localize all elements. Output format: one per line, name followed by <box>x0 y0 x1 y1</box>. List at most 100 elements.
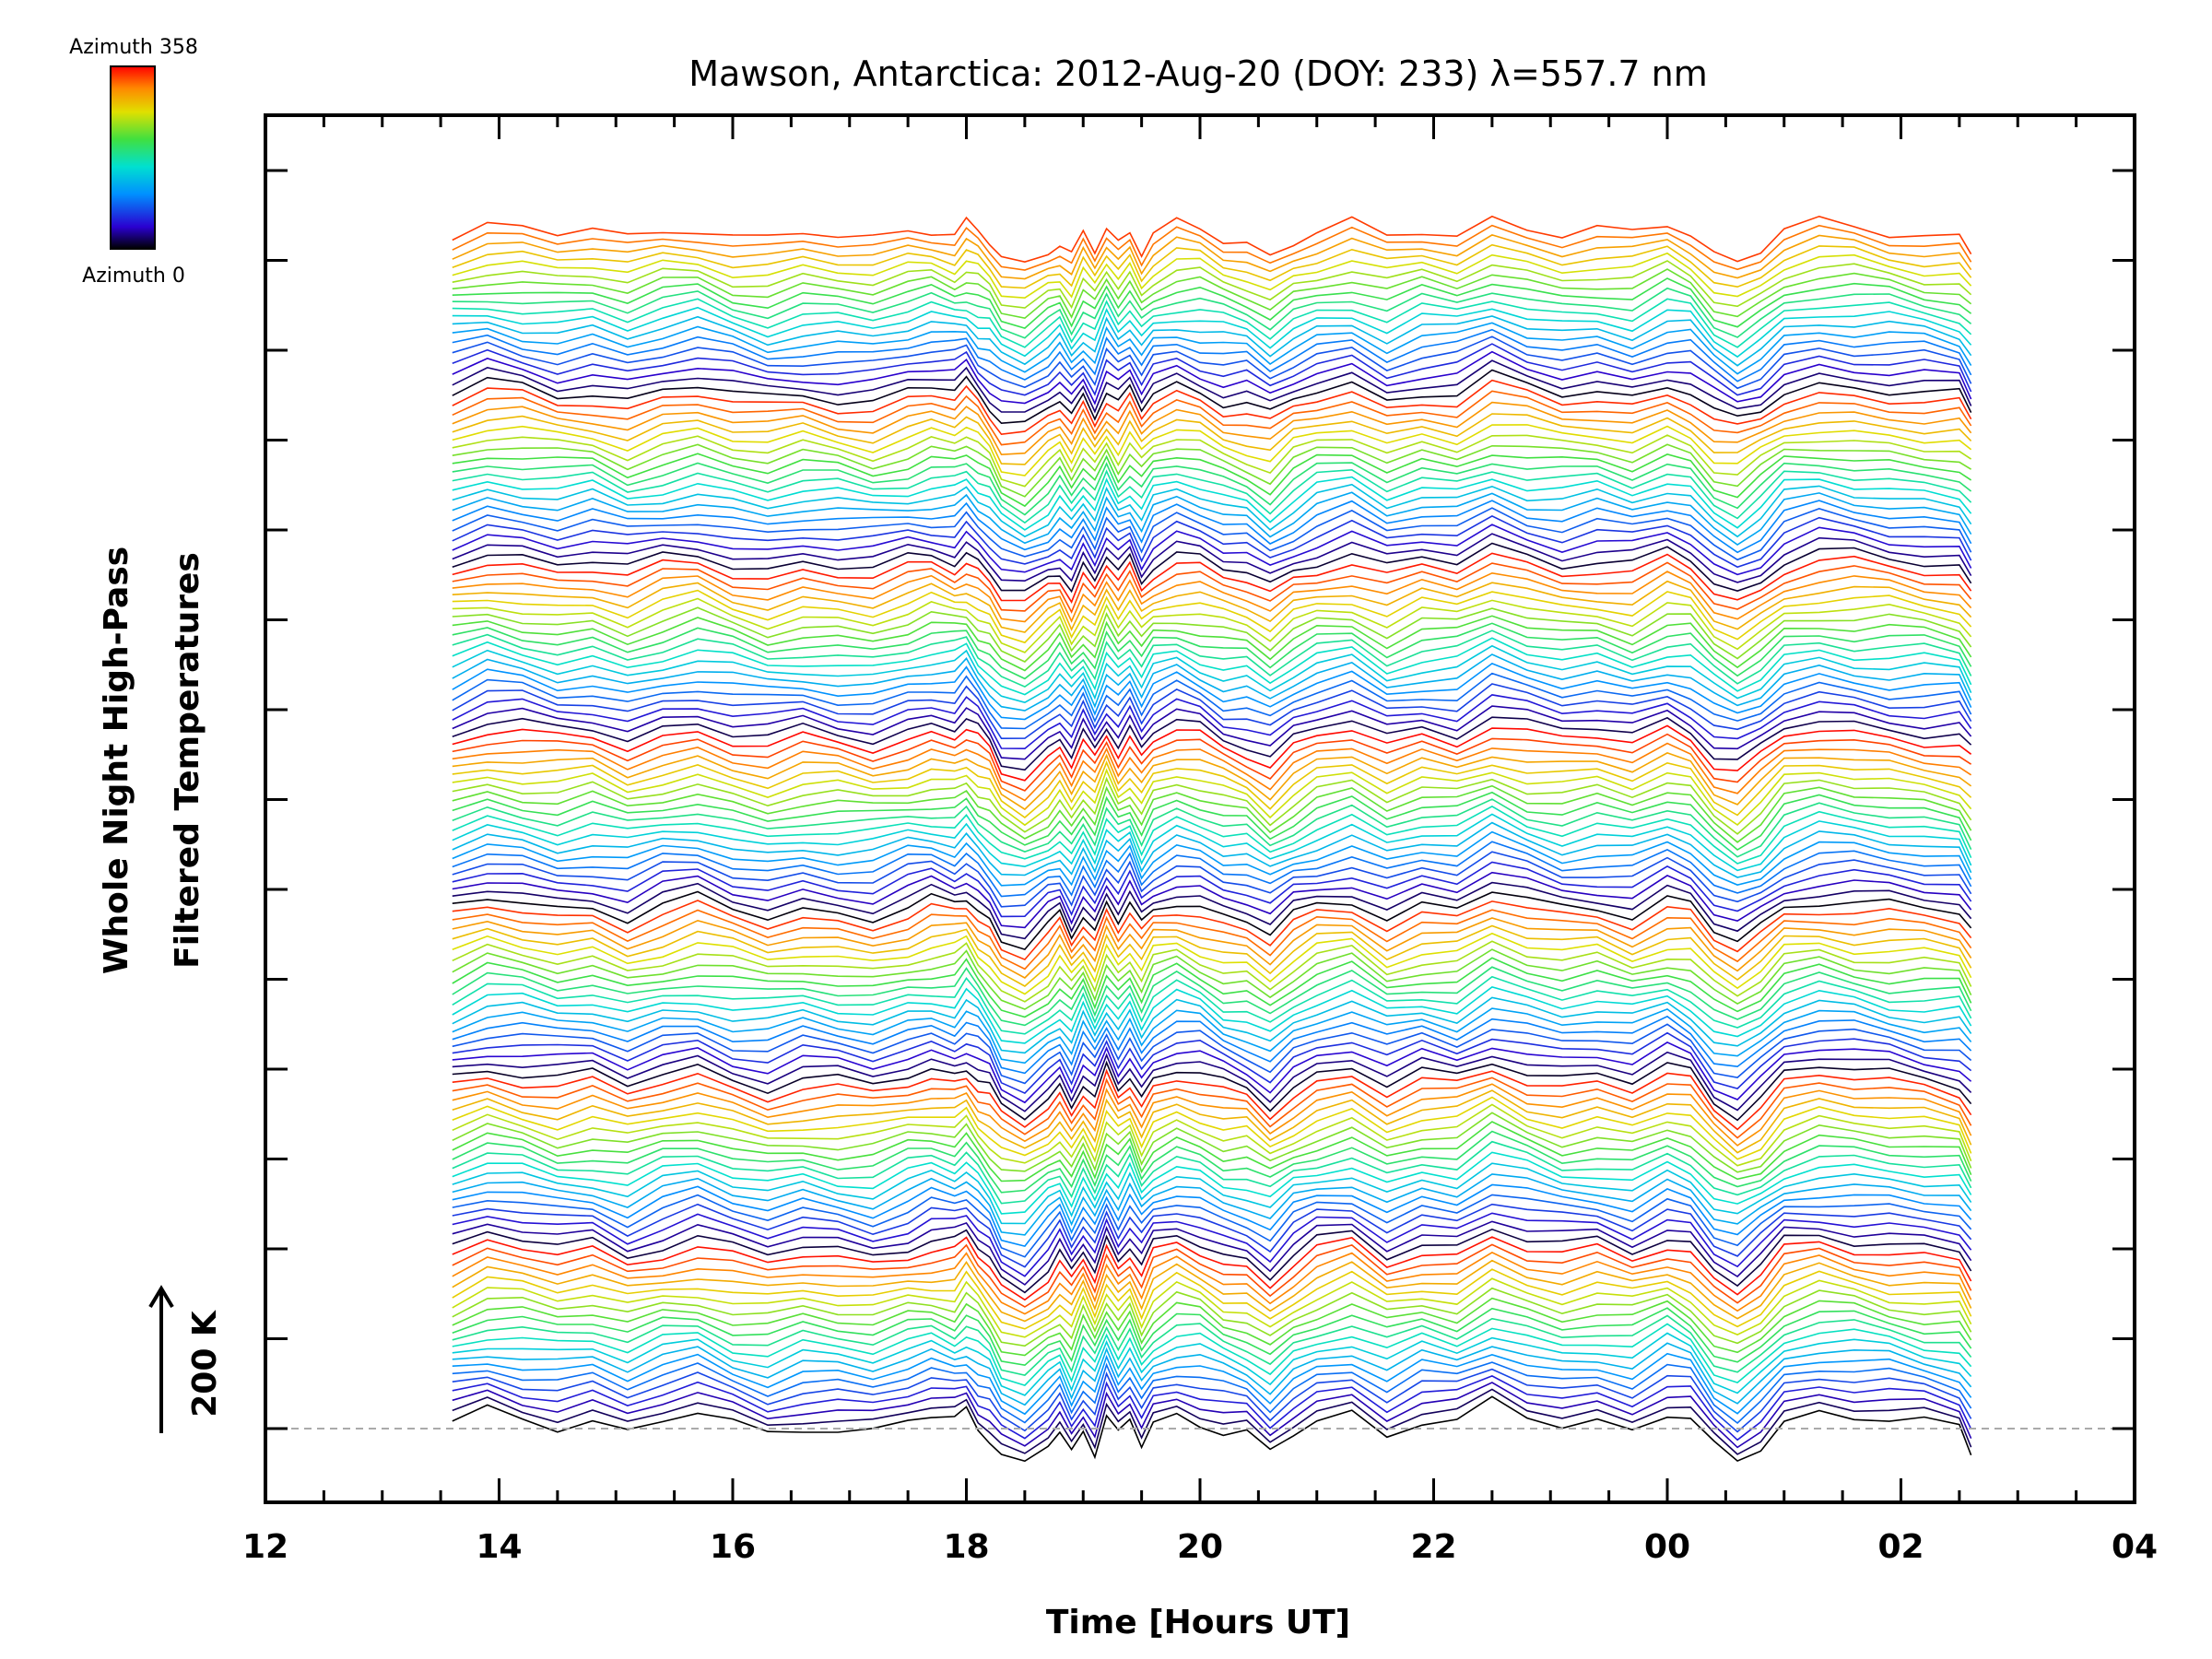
series-line <box>452 1297 1972 1357</box>
series-line <box>452 306 1972 359</box>
series-line <box>452 1307 1972 1367</box>
colorbar-top-label: Azimuth 358 <box>69 36 198 59</box>
series-line <box>452 629 1972 688</box>
series-line <box>452 277 1972 329</box>
series-line <box>452 871 1972 929</box>
series-line <box>452 1173 1972 1236</box>
series-line <box>452 1388 1972 1455</box>
series-line <box>452 335 1972 390</box>
series-line <box>452 662 1972 721</box>
series-line <box>452 252 1972 300</box>
series-line <box>452 215 1972 264</box>
series-line <box>452 1121 1972 1182</box>
series-line <box>452 1096 1972 1160</box>
series-line <box>452 1236 1972 1301</box>
y-axis-label-line2: Filtered Temperatures <box>169 552 206 969</box>
x-tick-label: 04 <box>2112 1528 2158 1566</box>
series-line <box>452 1194 1972 1258</box>
series-line <box>452 1041 1972 1104</box>
x-axis-label: Time [Hours UT] <box>1046 1604 1350 1641</box>
scale-bar-arrowhead <box>148 1285 174 1309</box>
series-line <box>452 705 1972 760</box>
series-line <box>452 1051 1972 1112</box>
series-line <box>452 1212 1972 1277</box>
series-line <box>452 322 1972 375</box>
series-line <box>452 791 1972 851</box>
series-line <box>452 1151 1972 1215</box>
series-line <box>452 491 1972 546</box>
series-line <box>452 1183 1972 1248</box>
series-line <box>452 243 1972 289</box>
x-tick-label: 14 <box>476 1528 522 1566</box>
series-line <box>452 1314 1972 1376</box>
series-line <box>452 260 1972 310</box>
series-line <box>452 752 1972 811</box>
series-line <box>452 975 1972 1035</box>
series-line <box>452 1023 1972 1085</box>
x-tick-label: 20 <box>1177 1528 1223 1566</box>
series-line <box>452 861 1972 918</box>
series-line <box>452 315 1972 367</box>
series-line <box>452 1083 1972 1147</box>
x-tick-labels: 12 14 16 18 20 22 00 02 04 <box>242 1528 2158 1566</box>
series-line <box>452 476 1972 531</box>
y-axis-label: Whole Night High-Pass Filtered Temperatu… <box>98 547 206 974</box>
x-tick-label: 02 <box>1877 1528 1924 1566</box>
series-line <box>452 881 1972 940</box>
series-line <box>452 776 1972 835</box>
series-line <box>452 724 1972 782</box>
series-line <box>452 716 1972 771</box>
x-ticks <box>264 115 2136 1502</box>
series-line <box>452 924 1972 987</box>
series-line <box>452 434 1972 488</box>
series-line <box>452 830 1972 887</box>
series-line <box>452 359 1972 414</box>
series-line <box>452 760 1972 819</box>
series-line <box>452 1375 1972 1441</box>
series-line <box>452 1007 1972 1065</box>
series-line <box>452 1068 1972 1131</box>
series-line <box>452 841 1972 898</box>
x-tick-label: 18 <box>943 1528 989 1566</box>
series-line <box>452 350 1972 406</box>
series-line <box>452 1361 1972 1425</box>
series-line <box>452 483 1972 538</box>
series-line <box>452 1243 1972 1308</box>
series-line <box>452 1287 1972 1347</box>
series-line <box>452 390 1972 446</box>
series-line <box>452 580 1972 633</box>
series-line <box>452 401 1972 456</box>
series-line <box>452 1220 1972 1286</box>
series-line <box>452 1342 1972 1406</box>
x-tick-label: 12 <box>242 1528 288 1566</box>
series-line <box>452 644 1972 704</box>
series-line <box>452 597 1972 653</box>
series-line <box>452 694 1972 750</box>
series-line <box>452 996 1972 1054</box>
series-line <box>452 1162 1972 1225</box>
series-line <box>452 413 1972 465</box>
series-line <box>452 369 1972 425</box>
series-line <box>452 224 1972 271</box>
series-line <box>452 1368 1972 1433</box>
series-line <box>452 443 1972 498</box>
series-line <box>452 1332 1972 1396</box>
series-line <box>452 784 1972 843</box>
series-line <box>452 1395 1972 1463</box>
series-line <box>452 1203 1972 1268</box>
series-line <box>452 683 1972 740</box>
series-line <box>452 606 1972 663</box>
series-line <box>452 571 1972 623</box>
series-line <box>452 948 1972 1010</box>
series-line <box>452 1228 1972 1294</box>
series-line <box>452 851 1972 908</box>
series-line <box>452 1277 1972 1338</box>
series-line <box>452 507 1972 561</box>
series-line <box>452 514 1972 569</box>
series-line <box>452 1323 1972 1387</box>
series-line <box>452 622 1972 680</box>
scale-bar: 200 K <box>148 1285 224 1433</box>
series-line <box>452 798 1972 858</box>
series-line <box>452 424 1972 477</box>
